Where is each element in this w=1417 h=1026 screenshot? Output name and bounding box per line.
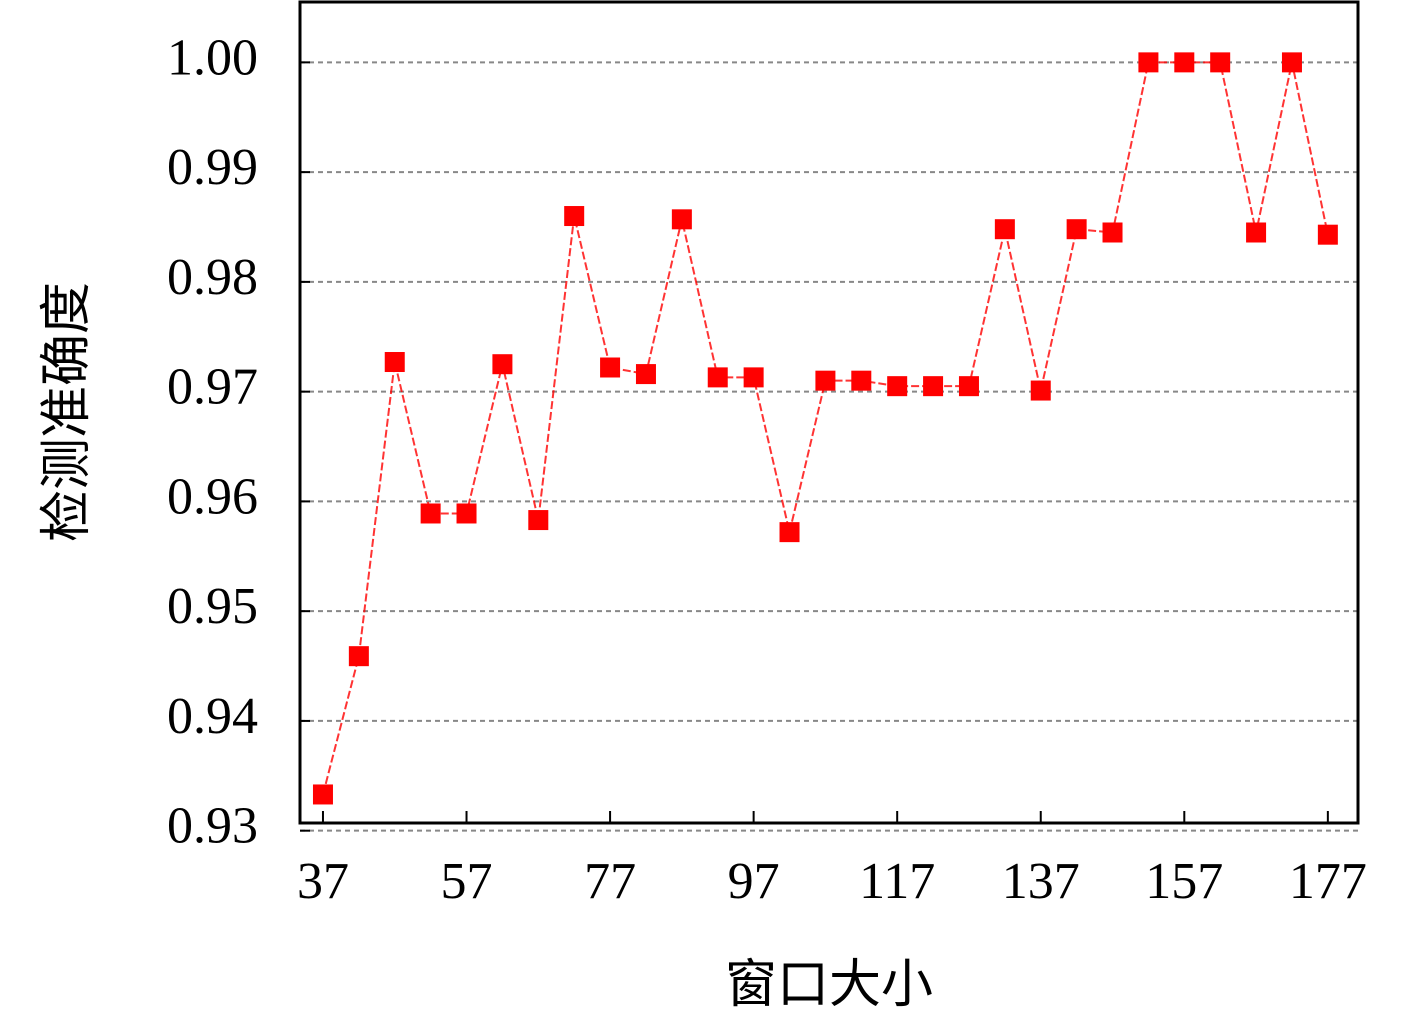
x-tick-label: 77: [584, 853, 636, 910]
data-marker: [1138, 52, 1159, 73]
data-marker: [312, 784, 333, 805]
data-marker: [1210, 52, 1231, 73]
data-marker: [958, 376, 979, 397]
y-axis-label: 检测准确度: [39, 282, 96, 542]
data-marker: [492, 354, 513, 375]
x-tick-label: 117: [859, 853, 935, 910]
x-tick-label: 177: [1289, 853, 1367, 910]
data-marker: [994, 219, 1015, 240]
y-tick-label: 0.99: [167, 139, 258, 196]
data-marker: [1317, 224, 1338, 245]
data-marker: [420, 503, 441, 524]
data-marker: [564, 206, 585, 227]
data-marker: [528, 510, 549, 531]
data-marker: [707, 367, 728, 388]
x-tick-label: 137: [1002, 853, 1080, 910]
data-marker: [384, 352, 405, 373]
data-marker: [743, 367, 764, 388]
data-marker: [1174, 52, 1195, 73]
x-tick-label: 37: [297, 853, 349, 910]
y-tick-label: 0.98: [167, 249, 258, 306]
data-marker: [1246, 222, 1267, 243]
y-tick-label: 1.00: [167, 29, 258, 86]
data-marker: [348, 646, 369, 667]
y-tick-label: 0.96: [167, 468, 258, 525]
data-marker: [851, 370, 872, 391]
data-marker: [671, 209, 692, 230]
x-tick-label: 97: [728, 853, 780, 910]
x-tick-label: 157: [1145, 853, 1223, 910]
data-marker: [923, 376, 944, 397]
y-tick-label: 0.95: [167, 578, 258, 635]
x-tick-label: 57: [441, 853, 493, 910]
plot-frame: [298, 0, 1360, 825]
data-marker: [779, 522, 800, 543]
y-tick-label: 0.93: [167, 798, 258, 855]
data-marker: [815, 370, 836, 391]
data-marker: [1066, 219, 1087, 240]
data-marker: [887, 376, 908, 397]
data-marker: [1281, 52, 1302, 73]
x-axis-label: 窗口大小: [725, 957, 933, 1014]
data-marker: [635, 364, 656, 385]
data-marker: [1102, 222, 1123, 243]
y-tick-label: 0.97: [167, 359, 258, 416]
data-marker: [456, 503, 477, 524]
data-marker: [600, 357, 621, 378]
data-marker: [1030, 380, 1051, 401]
y-tick-label: 0.94: [167, 688, 258, 745]
